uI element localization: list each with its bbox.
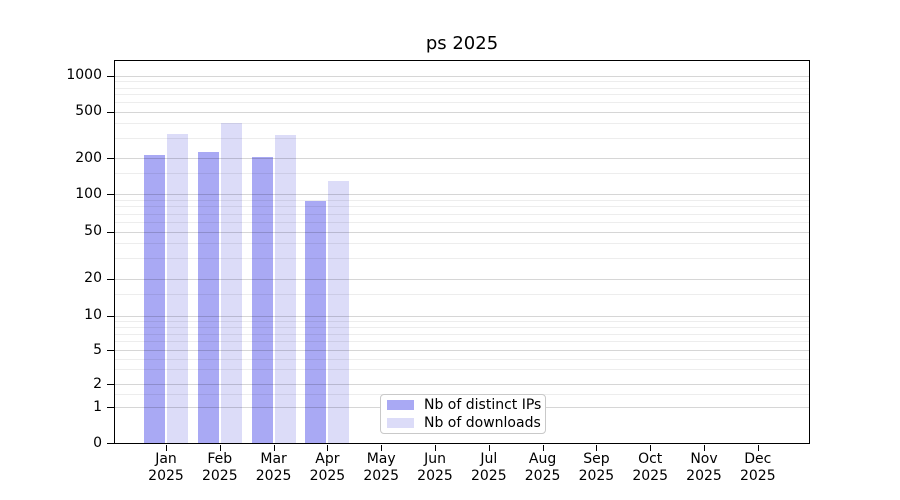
bar-distinct-ips [197,151,219,443]
y-tick-label: 20 [84,270,102,287]
y-tick-label: 1000 [66,67,102,84]
x-tick-label: Sep 2025 [561,451,631,485]
bar-downloads [220,122,242,443]
x-tick-label-month: Dec [744,451,772,467]
x-tick-label: Apr 2025 [292,451,362,485]
x-tick-label-month: Aug [528,451,557,467]
x-tick-mark [381,445,383,451]
y-tick-mark [107,158,114,159]
x-tick-label: May 2025 [346,451,416,485]
x-tick-label-year: 2025 [148,468,184,484]
x-tick-label: Dec 2025 [723,451,793,485]
y-tick-mark [107,111,114,113]
y-tick-mark [107,194,114,196]
x-tick-label-year: 2025 [686,468,722,484]
legend-item-distinct-ips: Nb of distinct IPs [387,397,542,413]
x-tick-label: Feb 2025 [185,451,255,485]
x-tick-label: Aug 2025 [508,451,578,485]
y-tick-label: 10 [84,307,102,324]
x-tick-label-month: Apr [315,451,340,467]
x-tick-label: Jun 2025 [400,451,470,485]
x-tick-label-year: 2025 [739,468,776,484]
legend-label: Nb of distinct IPs [424,397,542,413]
x-tick-mark [542,445,544,451]
x-tick-label: Jul 2025 [454,451,524,485]
x-tick-mark [488,445,490,451]
x-tick-label-month: Jul [480,451,498,467]
legend-item-downloads: Nb of downloads [387,415,541,431]
x-tick-label-month: Jun [424,451,446,467]
y-tick-label: 50 [84,223,102,240]
x-tick-label-year: 2025 [524,468,561,484]
legend: Nb of distinct IPs Nb of downloads [380,394,546,434]
x-tick-label-year: 2025 [578,468,615,484]
x-tick-label-month: May [366,451,396,467]
bar-distinct-ips [305,200,327,443]
legend-swatch-downloads-icon [387,418,414,428]
x-tick-label-year: 2025 [417,468,453,484]
legend-label: Nb of downloads [424,415,541,431]
x-tick-label: Jan 2025 [131,451,201,485]
x-tick-label-year: 2025 [632,468,668,484]
y-tick-mark [107,384,114,386]
bars-layer [115,61,809,443]
y-tick-mark [107,75,114,77]
y-tick-label: 500 [75,103,102,120]
plot-area [114,60,810,444]
x-tick-mark [650,445,652,451]
x-tick-label-year: 2025 [201,468,238,484]
x-tick-label: Nov 2025 [669,451,739,485]
x-tick-mark [596,445,598,451]
x-tick-label-year: 2025 [363,468,399,484]
x-tick-label-month: Mar [260,451,287,467]
bar-downloads [167,133,188,443]
x-tick-label-year: 2025 [470,468,507,484]
bar-distinct-ips [251,157,273,443]
x-tick-label-month: Sep [583,451,610,467]
x-tick-label-month: Oct [638,451,663,467]
x-tick-label: Oct 2025 [615,451,685,485]
y-tick-label: 200 [75,149,102,166]
bar-downloads [274,134,296,443]
x-tick-mark [435,445,436,451]
x-tick-label: Mar 2025 [239,451,309,485]
y-tick-mark [107,278,114,280]
y-tick-mark [107,350,114,352]
x-tick-mark [757,445,759,451]
y-tick-label: 100 [75,185,102,202]
x-tick-label-month: Feb [207,451,233,467]
y-tick-mark [107,407,114,409]
y-tick-mark [107,315,114,317]
x-tick-mark [327,445,329,451]
bar-distinct-ips [144,154,165,443]
x-tick-label-month: Jan [155,451,177,467]
bar-downloads [328,180,350,443]
x-tick-mark [166,445,167,451]
x-tick-label-month: Nov [690,451,718,467]
y-tick-mark [107,231,114,233]
legend-swatch-distinct-ips-icon [387,400,414,410]
y-tick-label: 2 [93,375,102,392]
x-tick-mark [273,445,275,451]
x-tick-mark [219,445,221,451]
y-tick-mark [107,443,114,444]
y-tick-label: 1 [93,398,102,415]
chart-title: ps 2025 [425,33,499,54]
y-tick-label: 5 [93,341,102,358]
x-tick-mark [704,445,705,451]
x-tick-label-year: 2025 [309,468,346,484]
x-tick-label-year: 2025 [255,468,292,484]
y-tick-label: 0 [93,434,102,451]
